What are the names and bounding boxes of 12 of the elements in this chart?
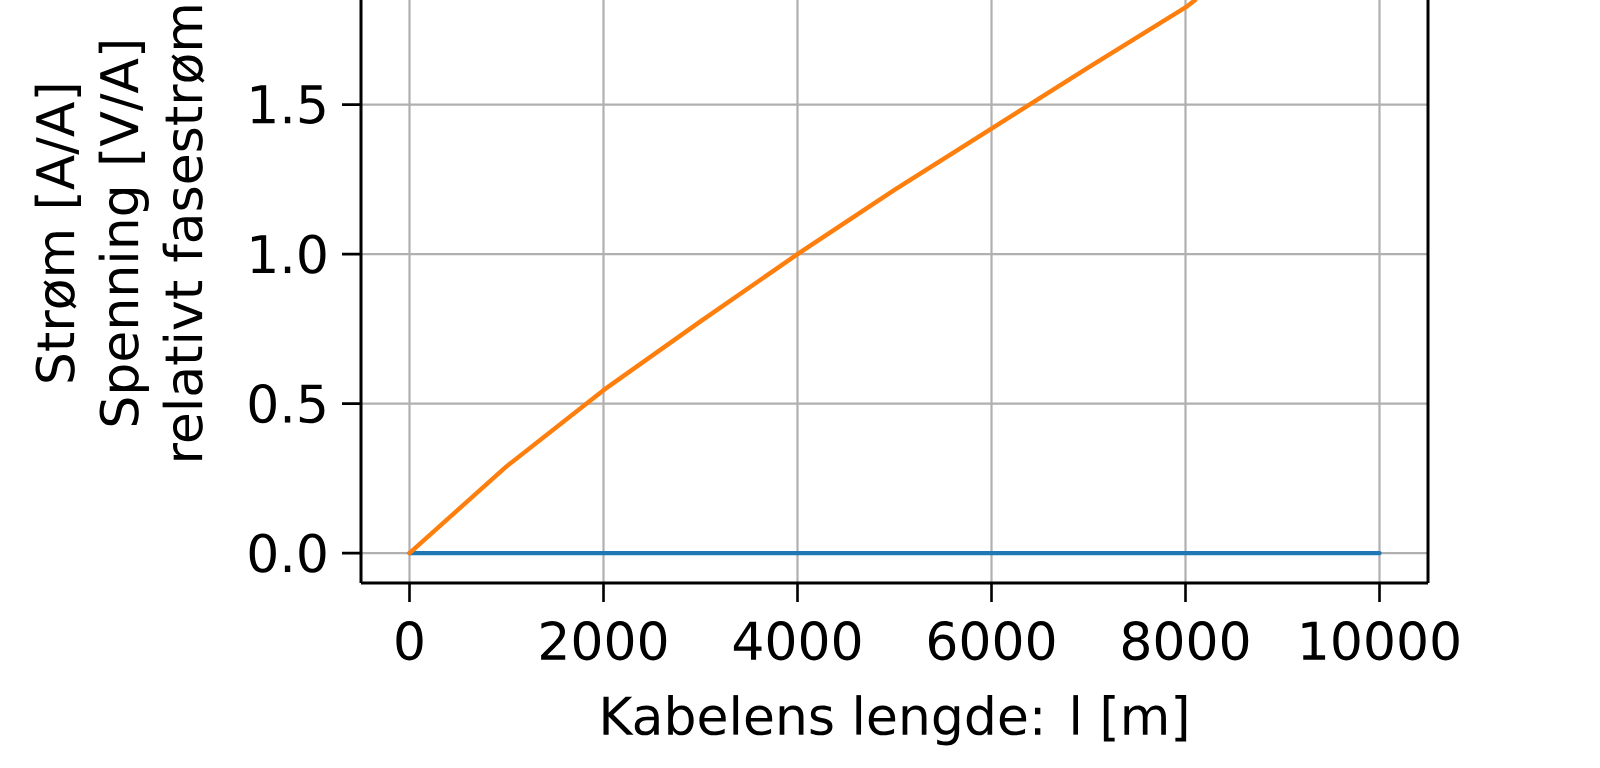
- y-tick-label: 1.5: [251, 85, 325, 124]
- x-tick-label: 10000: [1302, 621, 1459, 661]
- x-axis-title: Kabelens lengde: l [m]: [603, 695, 1187, 746]
- y-tick-label: 0.5: [249, 383, 325, 424]
- x-tick-label: 8000: [1122, 621, 1249, 661]
- x-tick-label: 0: [396, 621, 423, 661]
- y-tick-label: 0.0: [249, 533, 326, 573]
- y-axis-title: Strøm [A/A] Spenning [V/A] relativt fasestrøm: [34, 6, 205, 460]
- y-tick-label: 1.0: [251, 234, 326, 274]
- x-tick-label: 2000: [541, 621, 667, 661]
- x-tick-label: 4000: [733, 621, 861, 661]
- x-tick-label: 6000: [928, 621, 1055, 661]
